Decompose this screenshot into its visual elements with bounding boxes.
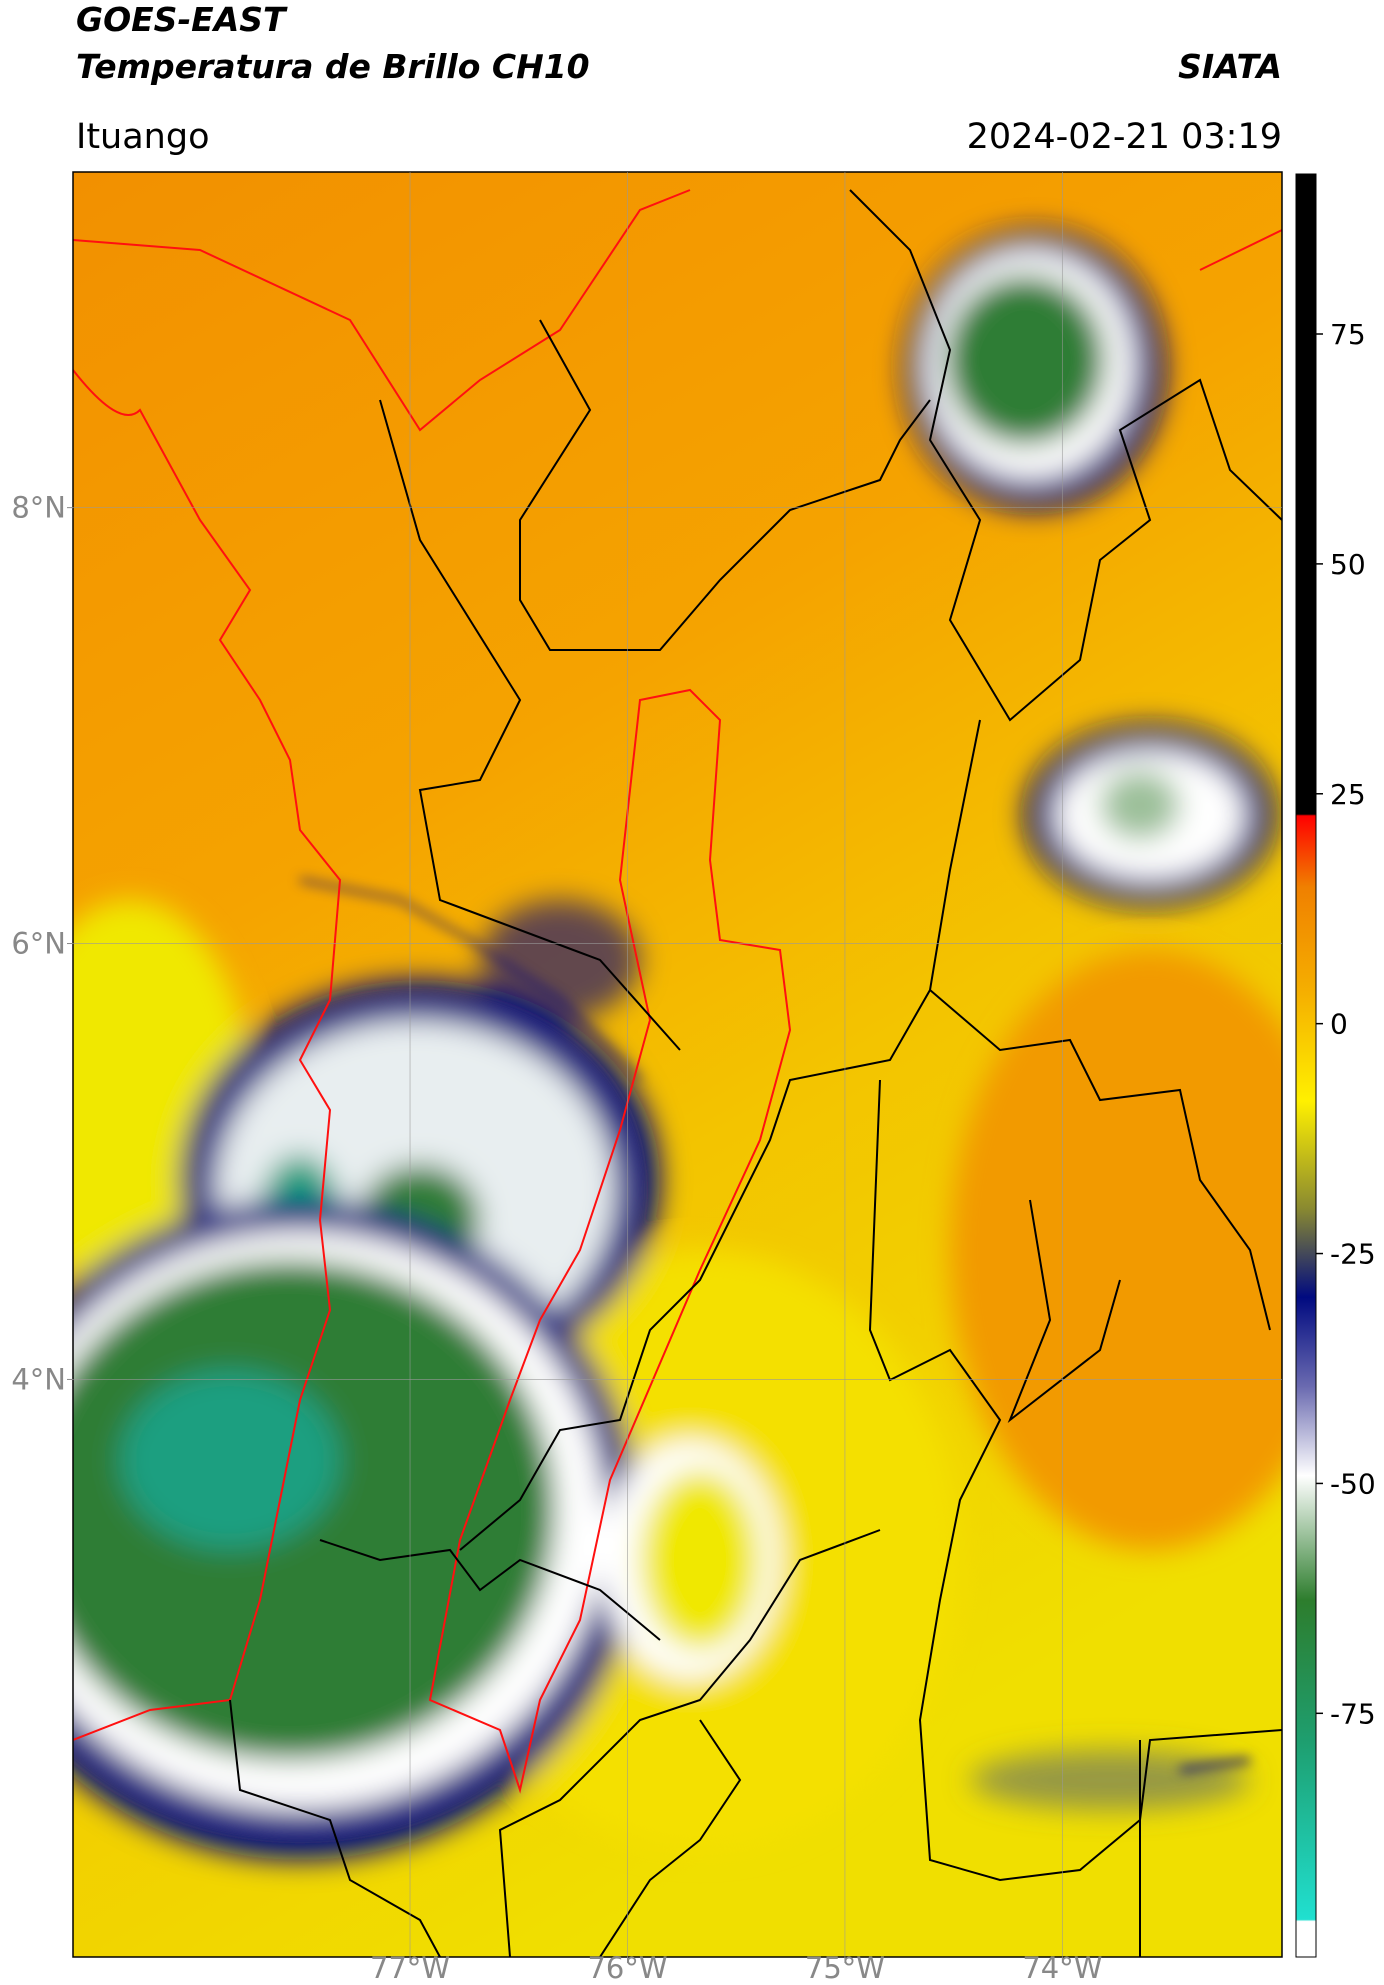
colorbar-tick-label: 0 xyxy=(1330,1008,1348,1041)
location: Ituango xyxy=(76,117,210,157)
x-tick-label: 76°W xyxy=(587,1951,667,1981)
colorbar xyxy=(1295,173,1317,1958)
satellite-image xyxy=(73,172,1282,1957)
colorbar-tick-label: 25 xyxy=(1330,778,1366,811)
map-frame xyxy=(72,171,1283,1958)
colorbar-tick-label: -50 xyxy=(1330,1467,1376,1500)
colorbar-tick-label: 75 xyxy=(1330,318,1366,351)
colorbar-tick-label: -75 xyxy=(1330,1697,1376,1730)
datetime: 2024-02-21 03:19 xyxy=(967,117,1282,157)
x-tick-label: 75°W xyxy=(805,1951,885,1981)
y-tick-label: 8°N xyxy=(11,491,66,525)
subtitle: Temperatura de Brillo CH10 xyxy=(76,47,590,86)
source: SIATA xyxy=(1178,47,1282,86)
title: GOES-EAST xyxy=(76,0,288,39)
y-tick-label: 6°N xyxy=(11,927,66,961)
x-tick-label: 77°W xyxy=(370,1951,450,1981)
y-tick-label: 4°N xyxy=(11,1362,66,1396)
colorbar-tick-label: 50 xyxy=(1330,548,1366,581)
colorbar-tick-label: -25 xyxy=(1330,1238,1376,1271)
x-tick-label: 74°W xyxy=(1022,1951,1102,1981)
